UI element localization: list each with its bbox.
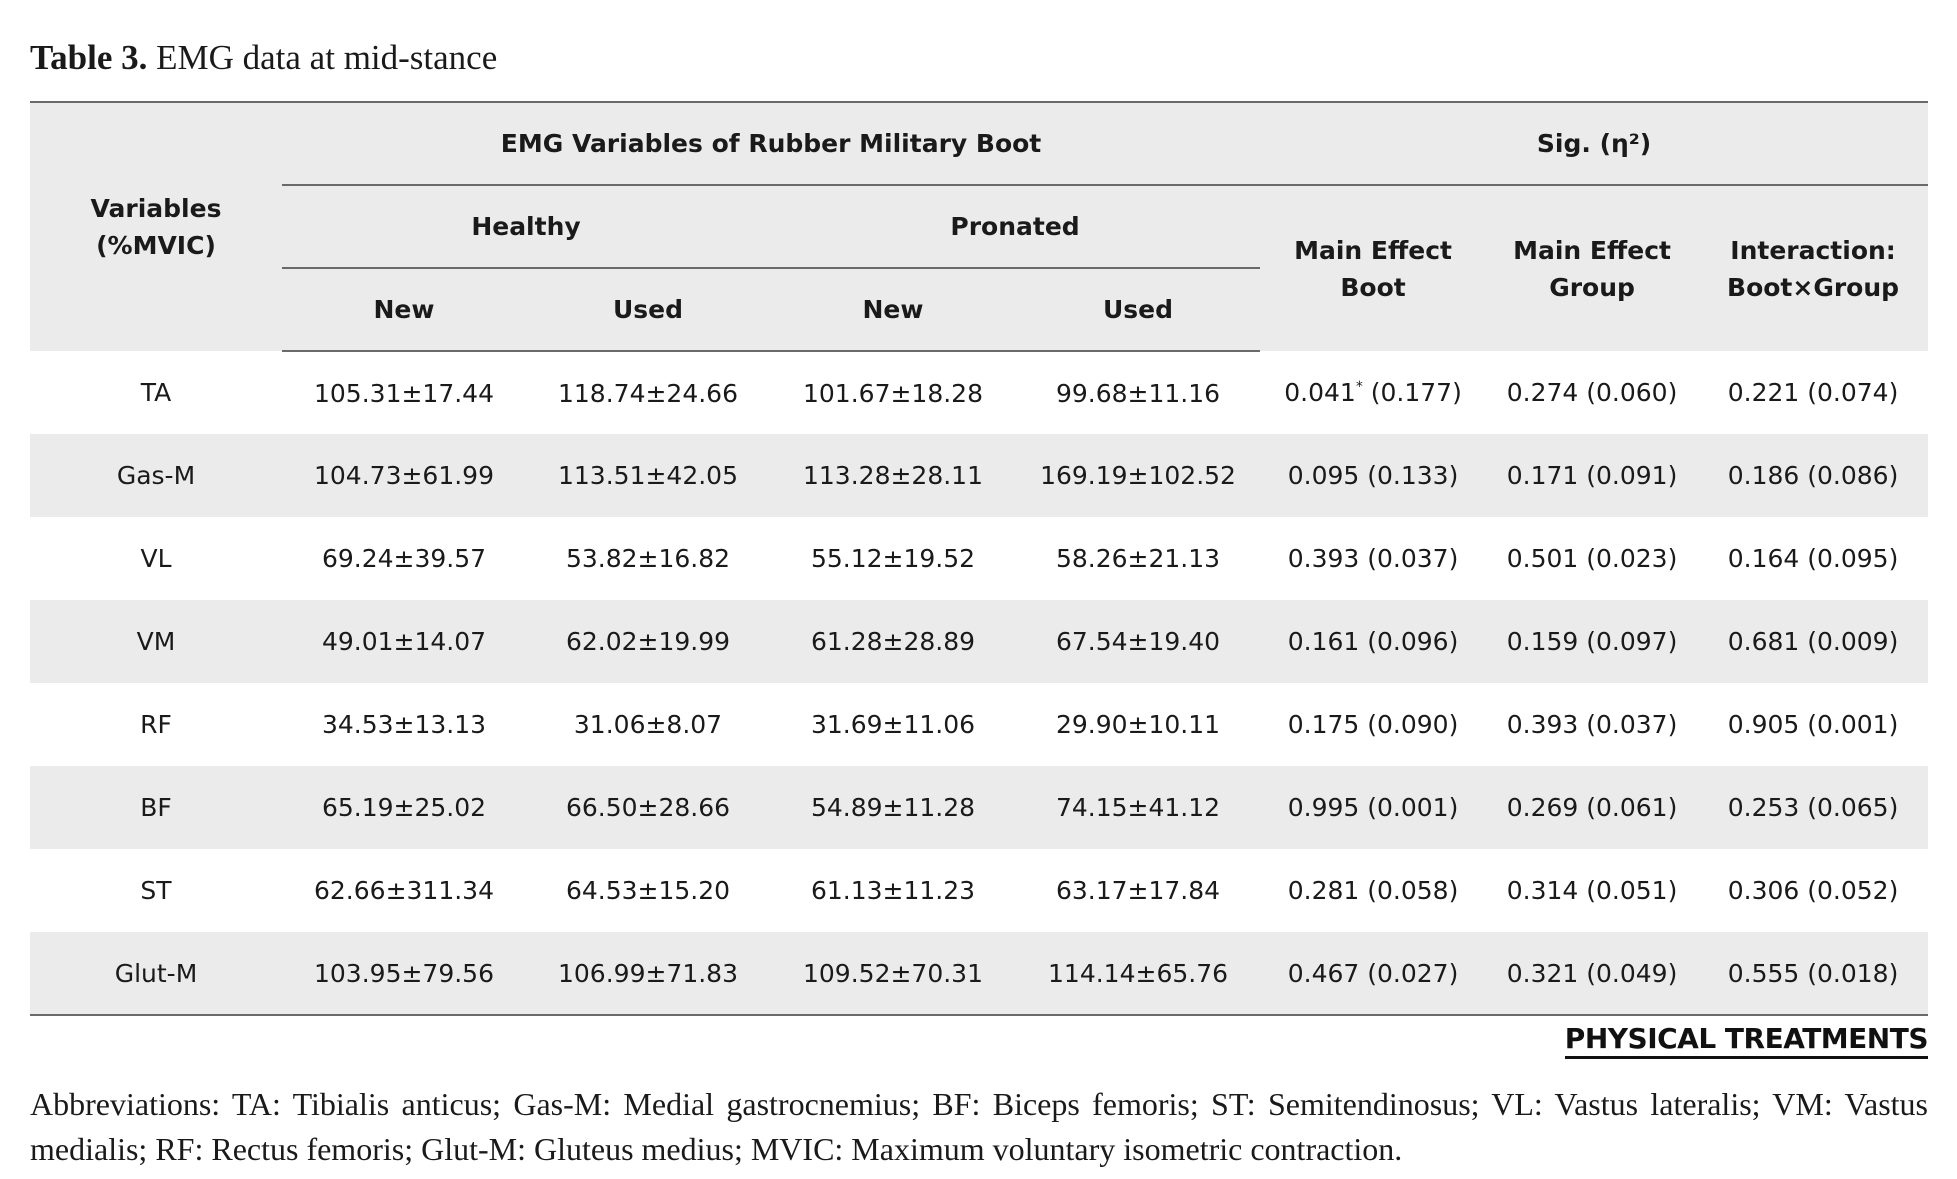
cell-interaction: 0.164 (0.095) xyxy=(1727,544,1899,573)
cell-variable: Glut-M xyxy=(30,932,282,1016)
cell-healthy-new: 65.19±25.02 xyxy=(282,766,526,849)
cell-healthy-new: 49.01±14.07 xyxy=(282,600,526,683)
header-healthy-used: Used xyxy=(526,268,770,352)
physical-treatments-logo: PHYSICAL TREATMENTS xyxy=(1564,1023,1929,1059)
header-pronated-used: Used xyxy=(1016,268,1261,352)
cell-pronated-new: 54.89±11.28 xyxy=(770,766,1016,849)
cell-healthy-used: 64.53±15.20 xyxy=(565,876,731,905)
cell-healthy-used: 118.74±24.66 xyxy=(558,378,738,408)
header-pronated-new: New xyxy=(770,268,1016,352)
cell-interaction: 0.186 (0.086) xyxy=(1698,434,1929,517)
caption-text: EMG data at mid-stance xyxy=(156,38,498,77)
cell-variable: Gas-M xyxy=(30,434,282,517)
cell-pronated-used: 114.14±65.76 xyxy=(1016,932,1261,1016)
cell-interaction: 0.555 (0.018) xyxy=(1698,932,1929,1016)
cell-pronated-new: 61.28±28.89 xyxy=(770,600,1016,683)
cell-main-effect-boot: 0.281 (0.058) xyxy=(1287,876,1459,905)
cell-healthy-used: 106.99±71.83 xyxy=(526,932,770,1016)
cell-main-effect-boot: 0.175 (0.090) xyxy=(1287,710,1459,739)
table-row: Glut-M 103.95±79.56 106.99±71.83 109.52±… xyxy=(30,932,1929,1016)
cell-main-effect-boot: 0.467 (0.027) xyxy=(1260,932,1487,1016)
cell-healthy-used: 66.50±28.66 xyxy=(526,766,770,849)
cell-main-effect-boot: 0.995 (0.001) xyxy=(1260,766,1487,849)
table-row: Gas-M 104.73±61.99 113.51±42.05 113.28±2… xyxy=(30,434,1929,517)
cell-variable: RF xyxy=(140,710,172,739)
cell-pronated-used: 29.90±10.11 xyxy=(1055,710,1221,739)
cell-healthy-used: 62.02±19.99 xyxy=(526,600,770,683)
cell-pronated-new: 113.28±28.11 xyxy=(770,434,1016,517)
cell-pronated-used: 99.68±11.16 xyxy=(1055,378,1221,408)
cell-variable: ST xyxy=(140,876,172,905)
table-row: TA 105.31±17.44 118.74±24.66 101.67±18.2… xyxy=(30,351,1928,434)
cell-pronated-new: 31.69±11.06 xyxy=(810,710,976,739)
cell-main-effect-group: 0.321 (0.049) xyxy=(1486,932,1699,1016)
header-main-effect-group: Main Effect Group xyxy=(1486,185,1699,351)
cell-healthy-new: 105.31±17.44 xyxy=(314,378,494,408)
header-pronated: Pronated xyxy=(770,185,1261,269)
cell-variable: BF xyxy=(30,766,282,849)
cell-pronated-used: 74.15±41.12 xyxy=(1016,766,1261,849)
cell-healthy-used: 31.06±8.07 xyxy=(573,710,723,739)
table-body: TA 105.31±17.44 118.74±24.66 101.67±18.2… xyxy=(30,351,1929,1016)
table-row: BF 65.19±25.02 66.50±28.66 54.89±11.28 7… xyxy=(30,766,1929,849)
cell-healthy-new: 103.95±79.56 xyxy=(282,932,526,1016)
cell-main-effect-group: 0.393 (0.037) xyxy=(1506,710,1678,739)
cell-pronated-used: 67.54±19.40 xyxy=(1016,600,1261,683)
cell-pronated-new: 55.12±19.52 xyxy=(810,544,976,573)
cell-main-effect-group: 0.314 (0.051) xyxy=(1506,876,1678,905)
cell-pronated-used: 169.19±102.52 xyxy=(1016,434,1261,517)
header-main-effect-boot: Main Effect Boot xyxy=(1260,185,1487,351)
cell-variable: VL xyxy=(140,544,172,573)
cell-interaction: 0.221 (0.074) xyxy=(1727,378,1899,407)
cell-main-effect-group: 0.171 (0.091) xyxy=(1486,434,1699,517)
abbreviations-footnote: Abbreviations: TA: Tibialis anticus; Gas… xyxy=(30,1086,1928,1167)
table-row: VL 69.24±39.57 53.82±16.82 55.12±19.52 5… xyxy=(30,517,1928,600)
emg-table: Variables (%MVIC) EMG Variables of Rubbe… xyxy=(30,101,1929,1016)
cell-healthy-new: 34.53±13.13 xyxy=(321,710,487,739)
caption-label: Table 3. xyxy=(30,38,148,77)
cell-healthy-new: 62.66±311.34 xyxy=(314,876,494,905)
cell-main-effect-boot: 0.041* (0.177) xyxy=(1284,378,1462,407)
cell-interaction: 0.306 (0.052) xyxy=(1727,876,1899,905)
table-header: Variables (%MVIC) EMG Variables of Rubbe… xyxy=(30,101,1929,352)
cell-pronated-used: 58.26±21.13 xyxy=(1055,544,1221,573)
cell-main-effect-boot: 0.161 (0.096) xyxy=(1260,600,1487,683)
table-caption: Table 3. EMG data at mid-stance xyxy=(30,38,497,78)
cell-main-effect-group: 0.269 (0.061) xyxy=(1486,766,1699,849)
cell-pronated-new: 109.52±70.31 xyxy=(770,932,1016,1016)
header-healthy-new: New xyxy=(282,268,526,352)
cell-interaction: 0.681 (0.009) xyxy=(1698,600,1929,683)
cell-healthy-used: 53.82±16.82 xyxy=(565,544,731,573)
header-sig-group: Sig. (η²) xyxy=(1260,101,1929,186)
cell-healthy-used: 113.51±42.05 xyxy=(526,434,770,517)
header-boot-group: EMG Variables of Rubber Military Boot xyxy=(282,101,1261,186)
cell-variable: VM xyxy=(30,600,282,683)
cell-pronated-used: 63.17±17.84 xyxy=(1055,876,1221,905)
header-healthy: Healthy xyxy=(282,185,770,269)
table-row: RF 34.53±13.13 31.06±8.07 31.69±11.06 29… xyxy=(30,683,1928,766)
cell-main-effect-group: 0.501 (0.023) xyxy=(1506,544,1678,573)
cell-variable: TA xyxy=(140,378,172,407)
cell-main-effect-group: 0.274 (0.060) xyxy=(1506,378,1678,407)
table-row: ST 62.66±311.34 64.53±15.20 61.13±11.23 … xyxy=(30,849,1928,932)
cell-pronated-new: 61.13±11.23 xyxy=(810,876,976,905)
cell-healthy-new: 69.24±39.57 xyxy=(321,544,487,573)
cell-pronated-new: 101.67±18.28 xyxy=(803,378,983,408)
table-row: VM 49.01±14.07 62.02±19.99 61.28±28.89 6… xyxy=(30,600,1929,683)
header-variables: Variables (%MVIC) xyxy=(30,101,282,351)
cell-interaction: 0.253 (0.065) xyxy=(1698,766,1929,849)
cell-main-effect-group: 0.159 (0.097) xyxy=(1486,600,1699,683)
cell-interaction: 0.905 (0.001) xyxy=(1727,710,1899,739)
header-interaction: Interaction: Boot×Group xyxy=(1698,185,1929,351)
significance-mark: * xyxy=(1355,379,1363,395)
cell-main-effect-boot: 0.393 (0.037) xyxy=(1287,544,1459,573)
cell-healthy-new: 104.73±61.99 xyxy=(282,434,526,517)
cell-main-effect-boot: 0.095 (0.133) xyxy=(1260,434,1487,517)
